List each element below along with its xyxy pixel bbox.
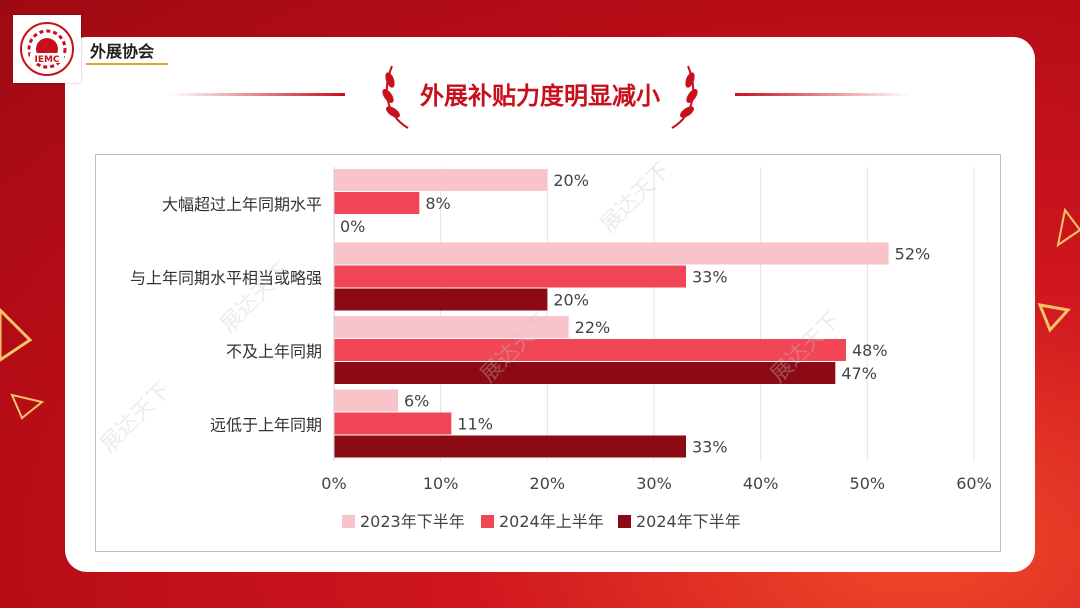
x-tick-label: 10% [423,474,459,493]
category-label: 不及上年同期 [226,342,322,361]
bar [334,362,836,384]
decoration-left [0,307,45,420]
bar [334,316,569,338]
bar [334,169,548,191]
svg-text:IEMC: IEMC [34,55,59,65]
bar [334,265,686,288]
bar [334,339,846,361]
bar [334,389,398,412]
laurel-right-icon [671,65,698,129]
title-line-left [170,93,345,96]
logo-emblem-icon: IEMC [20,22,74,76]
data-label: 48% [852,341,888,360]
bar-chart: 0% 10% 20% 30% 40% 50% 60% 大幅超过上年同期水平 20% 8% 0% 与上年… [130,167,992,531]
x-tick-label: 60% [956,474,992,493]
brand-underline [86,63,168,65]
data-label: 20% [553,291,589,310]
category-label: 与上年同期水平相当或略强 [130,268,322,287]
logo: IEMC [13,15,81,83]
page-title: 外展补贴力度明显减小 [420,82,660,110]
legend-swatch [481,515,494,528]
data-label: 52% [895,245,931,264]
data-label: 22% [575,318,611,337]
category-label: 远低于上年同期 [210,415,322,434]
brand-name: 外展协会 [90,42,155,61]
legend-swatch [618,515,631,528]
chart-frame: 0% 10% 20% 30% 40% 50% 60% 大幅超过上年同期水平 20% 8% 0% 与上年… [95,154,1001,552]
x-tick-label: 40% [743,474,779,493]
bar [334,435,686,458]
data-label: 11% [457,415,493,434]
category-label: 大幅超过上年同期水平 [162,195,322,214]
data-label: 47% [841,364,877,383]
data-label: 6% [404,392,429,411]
data-label: 8% [425,194,450,213]
legend-label: 2023年下半年 [360,512,465,531]
legend-label: 2024年上半年 [499,512,604,531]
title-line-right [735,93,910,96]
legend-label: 2024年下半年 [636,512,741,531]
x-tick-label: 20% [530,474,566,493]
decoration-right [1037,207,1080,333]
data-label: 20% [553,171,589,190]
data-label: 0% [340,217,365,236]
bar [334,288,548,311]
bar [334,412,452,435]
laurel-left-icon [382,65,409,129]
x-tick-label: 50% [850,474,886,493]
bar [334,192,420,214]
bar [334,242,889,265]
x-tick-label: 0% [321,474,346,493]
x-tick-label: 30% [636,474,672,493]
data-label: 33% [692,268,728,287]
data-label: 33% [692,438,728,457]
legend-swatch [342,515,355,528]
